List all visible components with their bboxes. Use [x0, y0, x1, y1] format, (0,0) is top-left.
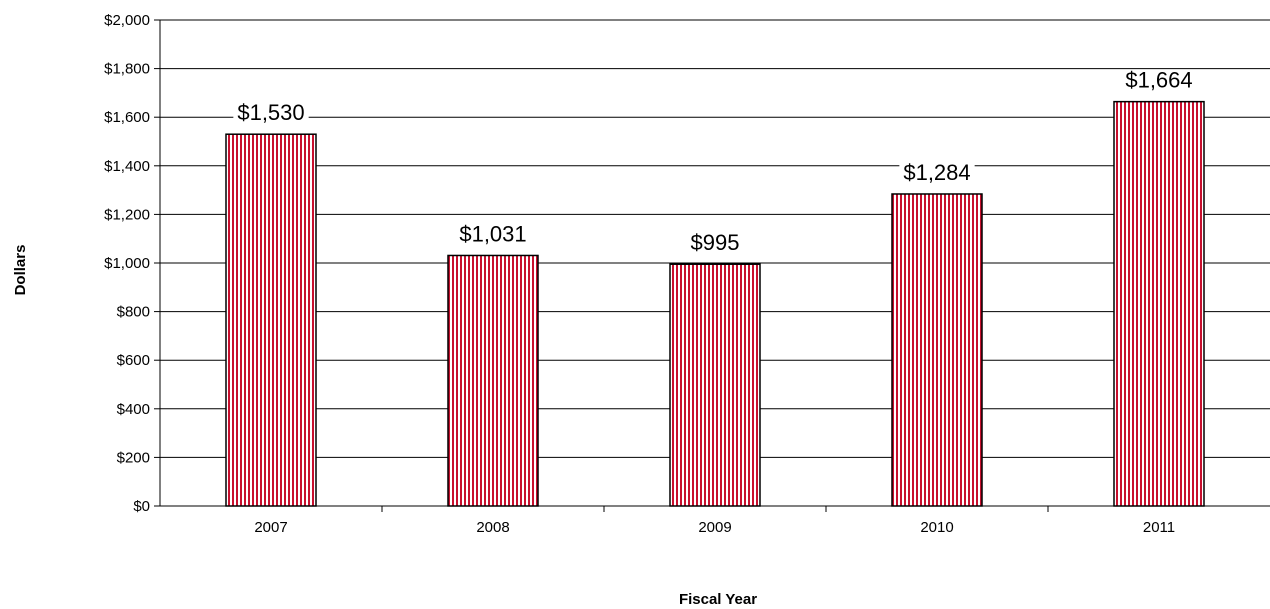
bars: [225, 100, 1205, 507]
x-axis-title: Fiscal Year: [679, 591, 757, 608]
y-tick-label: $200: [117, 449, 150, 466]
data-label: $995: [691, 230, 740, 255]
y-tick-label: $1,000: [104, 255, 150, 272]
y-tick-label: $2,000: [104, 12, 150, 29]
x-tick-label: 2011: [1143, 519, 1175, 536]
y-tick-label: $1,800: [104, 61, 150, 78]
bar-2009: [669, 263, 761, 507]
bar-2007: [225, 133, 317, 507]
y-tick-label: $1,200: [104, 206, 150, 223]
bar-2010: [891, 193, 983, 507]
bar-2008: [447, 254, 539, 507]
x-tick-label: 2009: [698, 519, 731, 536]
data-label-background: [455, 223, 531, 247]
x-tick-label: 2008: [476, 519, 509, 536]
data-label: $1,031: [459, 221, 526, 246]
data-label-background: [233, 102, 309, 126]
gridlines: [160, 19, 1270, 458]
data-label-background: [1121, 69, 1197, 93]
data-label-background: [899, 161, 975, 185]
y-tick-label: $600: [117, 352, 150, 369]
y-axis-title: Dollars: [12, 245, 29, 296]
x-tick-label: 2007: [254, 519, 287, 536]
labels: 2007 $1,530 2008 $1,031 2009 $995 2010 $1,284 20…: [233, 68, 1197, 536]
y-tick-label: $1,400: [104, 158, 150, 175]
data-label: $1,530: [237, 100, 304, 125]
bar-2011: [1113, 100, 1205, 507]
y-tick-label: $1,600: [104, 109, 150, 126]
y-tick-label: $0: [133, 498, 150, 515]
y-tick-label: $800: [117, 304, 150, 321]
data-label: $1,284: [903, 160, 970, 185]
y-tick-label: $400: [117, 401, 150, 418]
data-label-background: [686, 232, 744, 256]
x-tick-label: 2010: [920, 519, 953, 536]
data-label: $1,664: [1125, 68, 1192, 93]
